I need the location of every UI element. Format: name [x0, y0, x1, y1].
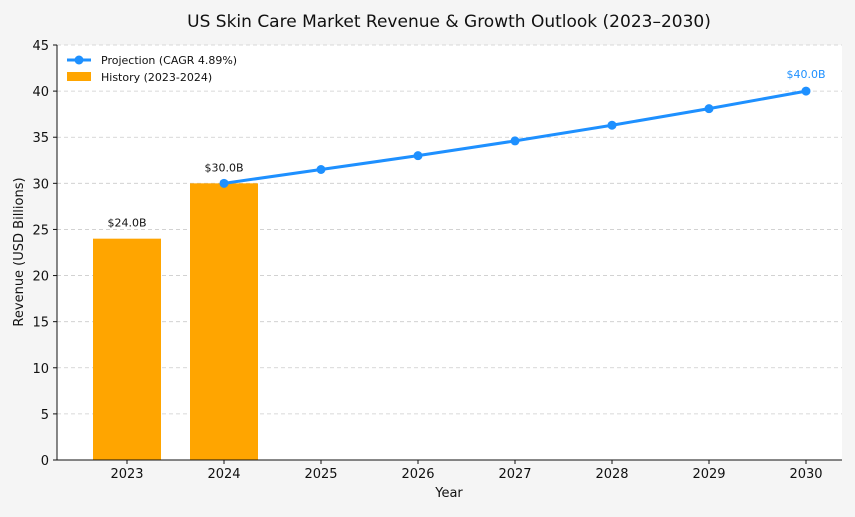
x-tick-label: 2027 [498, 467, 531, 482]
y-axis-label: Revenue (USD Billions) [12, 177, 27, 326]
bar-2024 [190, 183, 258, 461]
y-tick-label: 25 [32, 223, 49, 238]
y-tick-label: 35 [32, 131, 49, 146]
projection-point-2025 [316, 165, 326, 174]
x-tick-label: 2023 [110, 467, 143, 482]
legend-marker-swatch [74, 55, 84, 65]
y-tick-label: 40 [32, 85, 49, 100]
x-tick-label: 2025 [304, 467, 337, 482]
y-tick-label: 5 [41, 408, 49, 423]
x-tick-label: 2026 [401, 467, 434, 482]
x-axis-label: Year [434, 486, 463, 501]
x-tick-label: 2029 [692, 467, 725, 482]
y-tick-label: 10 [32, 362, 49, 377]
y-tick-label: 15 [32, 316, 49, 331]
projection-point-2027 [510, 136, 520, 146]
x-tick-label: 2028 [595, 467, 628, 482]
x-tick-label: 2030 [789, 467, 822, 482]
y-tick-label: 20 [32, 270, 49, 285]
bar-label-2024: $30.0B [204, 161, 243, 174]
legend: Projection (CAGR 4.89%) History (2023-20… [67, 54, 237, 84]
chart-title: US Skin Care Market Revenue & Growth Out… [187, 12, 711, 32]
projection-point-2024 [219, 178, 229, 188]
y-tick-label: 0 [41, 454, 49, 469]
projection-point-2029 [704, 104, 714, 114]
projection-point-2028 [607, 120, 617, 130]
y-tick-label: 30 [32, 177, 49, 192]
legend-projection: Projection (CAGR 4.89%) [101, 54, 237, 67]
legend-history: History (2023-2024) [101, 71, 212, 84]
projection-end-label: $40.0B [786, 68, 825, 81]
bar-2023 [93, 238, 161, 460]
plot-area [57, 45, 842, 460]
bar-label-2023: $24.0B [107, 217, 146, 230]
projection-point-2026 [413, 151, 423, 161]
y-tick-label: 45 [32, 39, 49, 54]
legend-bar-swatch [67, 72, 91, 81]
x-tick-label: 2024 [207, 467, 240, 482]
projection-point-2030 [801, 86, 811, 96]
